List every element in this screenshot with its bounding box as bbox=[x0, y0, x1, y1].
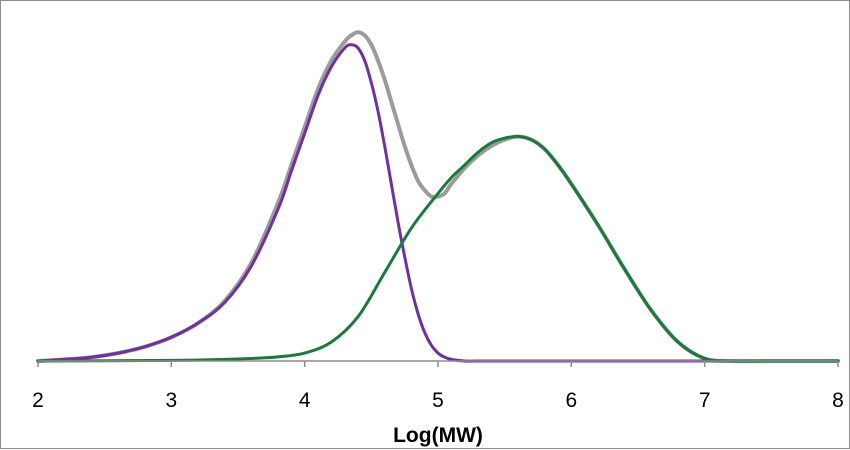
x-tick-label: 4 bbox=[299, 389, 311, 412]
series-line-1 bbox=[36, 30, 840, 364]
x-tick-label: 7 bbox=[699, 389, 711, 412]
x-axis-label: Log(MW) bbox=[393, 424, 483, 447]
x-tick-label: 5 bbox=[432, 389, 444, 412]
series-line-3 bbox=[36, 134, 840, 363]
x-tick-label: 3 bbox=[165, 389, 177, 412]
x-tick-label: 2 bbox=[32, 389, 44, 412]
series-layer bbox=[36, 30, 840, 364]
x-tick-label: 6 bbox=[565, 389, 577, 412]
series-line-2 bbox=[36, 43, 840, 363]
tick-layer: 2 3 4 5 6 7 8 bbox=[32, 361, 844, 412]
x-tick-label: 8 bbox=[832, 389, 844, 412]
